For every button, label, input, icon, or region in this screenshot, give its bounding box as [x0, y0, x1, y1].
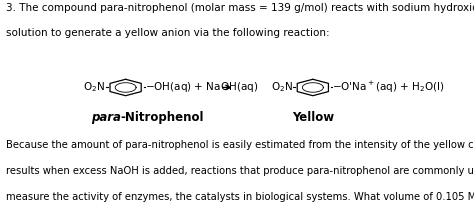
Text: Yellow: Yellow [292, 111, 334, 124]
Text: Because the amount of para-nitrophenol is easily estimated from the intensity of: Because the amount of para-nitrophenol i… [6, 140, 474, 150]
Text: results when excess NaOH is added, reactions that produce para-nitrophenol are c: results when excess NaOH is added, react… [6, 166, 474, 176]
Text: $-$O'Na$^+$(aq) + H$_2$O(l): $-$O'Na$^+$(aq) + H$_2$O(l) [332, 80, 445, 95]
Text: O$_2$N: O$_2$N [271, 81, 292, 94]
Text: $-$OH(aq) + NaOH(aq): $-$OH(aq) + NaOH(aq) [145, 81, 258, 94]
Text: 3. The compound para-nitrophenol (molar mass = 139 g/mol) reacts with sodium hyd: 3. The compound para-nitrophenol (molar … [6, 3, 474, 13]
Text: O$_2$N: O$_2$N [83, 81, 105, 94]
Text: -Nitrophenol: -Nitrophenol [121, 111, 204, 124]
Text: solution to generate a yellow anion via the following reaction:: solution to generate a yellow anion via … [6, 28, 329, 38]
Text: para: para [91, 111, 121, 124]
Text: measure the activity of enzymes, the catalysts in biological systems. What volum: measure the activity of enzymes, the cat… [6, 192, 474, 202]
